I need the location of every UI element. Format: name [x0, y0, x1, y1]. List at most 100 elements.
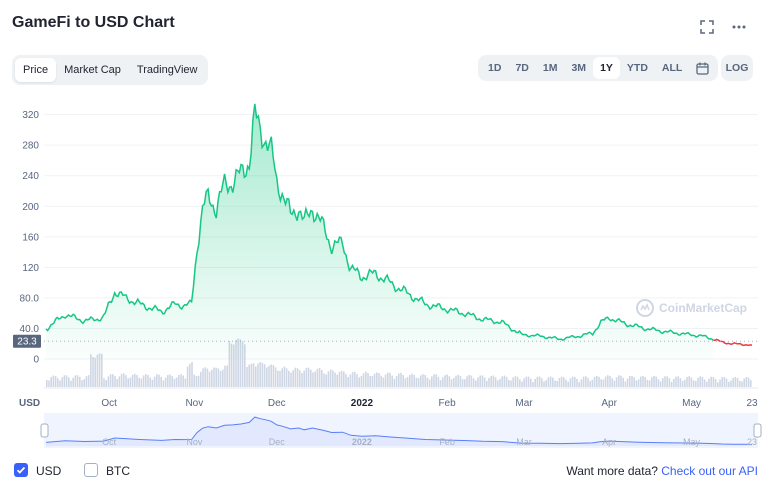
volume-bar: [580, 379, 583, 387]
volume-bar: [186, 366, 189, 387]
volume-bar: [283, 366, 286, 387]
volume-bar: [329, 369, 332, 387]
usd-checkbox[interactable]: [14, 463, 28, 477]
volume-bar: [173, 378, 176, 387]
calendar-icon[interactable]: [689, 57, 715, 79]
range-all[interactable]: ALL: [661, 62, 683, 74]
volume-bar: [371, 376, 374, 387]
volume-bar: [684, 379, 686, 387]
volume-bar: [362, 373, 365, 387]
volume-bar: [549, 376, 552, 387]
volume-bar: [457, 374, 459, 387]
range-1y[interactable]: 1Y: [593, 57, 620, 79]
navigator[interactable]: Oct Nov Dec 2022 Feb Mar Apr May 23: [40, 413, 762, 448]
volume-bar: [552, 377, 554, 387]
price-chart[interactable]: 320 280 240 200 160 120 80.0 40.0 0 23.3 CoinMar…: [0, 90, 772, 455]
volume-bar: [519, 379, 521, 387]
volume-bar: [534, 379, 536, 387]
volume-bar: [706, 381, 708, 387]
volume-bar: [437, 376, 440, 387]
volume-bar: [206, 368, 209, 387]
y-tick-label: 160: [22, 232, 39, 243]
range-7d[interactable]: 7D: [515, 62, 529, 74]
volume-bar: [475, 380, 477, 387]
volume-bar: [255, 366, 257, 387]
volume-bar: [411, 373, 413, 387]
range-1m[interactable]: 1M: [542, 62, 558, 74]
navigator-line: [45, 416, 753, 445]
more-icon[interactable]: [730, 20, 748, 38]
volume-bar: [673, 378, 675, 387]
volume-bar: [721, 377, 723, 387]
volume-bar: [629, 376, 631, 387]
volume-bar: [719, 379, 721, 387]
x-tick-label: Oct: [101, 398, 117, 409]
volume-bar: [490, 375, 492, 387]
volume-bar: [336, 374, 338, 387]
volume-bar: [101, 353, 103, 387]
y-tick-label: 200: [22, 202, 39, 213]
volume-bar: [633, 377, 635, 387]
volume-bar: [237, 338, 239, 387]
volume-bar: [730, 380, 732, 387]
volume-bar: [455, 375, 457, 387]
volume-bar: [79, 376, 81, 387]
expand-icon[interactable]: [698, 20, 716, 38]
btc-checkbox[interactable]: [84, 463, 98, 477]
range-1d[interactable]: 1D: [488, 62, 502, 74]
api-link[interactable]: Check out our API: [661, 464, 758, 478]
navigator-area: [46, 417, 752, 446]
volume-bar: [107, 376, 110, 387]
volume-bar: [655, 376, 657, 387]
volume-bar: [294, 367, 297, 387]
volume-bar: [380, 375, 382, 387]
volume-bar: [424, 374, 426, 387]
tab-market-cap[interactable]: Market Cap: [64, 64, 121, 76]
navigator-handle-right[interactable]: [753, 423, 762, 438]
y-axis: 320 280 240 200 160 120 80.0 40.0 0: [20, 110, 40, 365]
y-tick-label: 0: [33, 355, 39, 366]
volume-bar: [318, 367, 321, 387]
volume-bar: [741, 381, 743, 387]
volume-bar: [63, 375, 66, 387]
navigator-handle-left[interactable]: [40, 423, 49, 438]
tab-price[interactable]: Price: [15, 58, 57, 82]
volume-bar: [446, 374, 448, 387]
tab-tradingview[interactable]: TradingView: [136, 64, 198, 76]
log-scale-toggle[interactable]: LOG: [721, 55, 753, 81]
volume-bar: [604, 376, 607, 387]
volume-bar: [268, 365, 270, 387]
volume-bar: [65, 375, 68, 387]
volume-bar: [285, 368, 288, 387]
volume-bar: [565, 379, 567, 387]
volume-bar: [127, 378, 129, 387]
navigator-tick-label: Feb: [439, 437, 455, 447]
volume-bar: [208, 371, 211, 387]
volume-bar: [690, 377, 693, 387]
range-ytd[interactable]: YTD: [626, 62, 648, 74]
volume-bar: [259, 361, 261, 387]
volume-bar: [657, 379, 660, 387]
volume-bar: [736, 378, 739, 387]
api-prompt: Want more data?: [566, 464, 658, 478]
volume-bar: [615, 377, 618, 387]
volume-bar: [167, 375, 169, 387]
volume-bar: [728, 381, 730, 387]
range-3m[interactable]: 3M: [571, 62, 587, 74]
volume-bar: [83, 379, 85, 387]
volume-bar: [191, 362, 193, 387]
volume-bar: [442, 377, 444, 387]
volume-bar: [624, 381, 627, 387]
volume-bar: [527, 376, 530, 387]
volume-bar: [125, 375, 127, 387]
volume-bar: [109, 374, 112, 387]
volume-bar: [569, 378, 572, 387]
volume-bar: [745, 377, 748, 387]
volume-bar: [307, 367, 310, 387]
volume-bar: [334, 372, 336, 387]
x-tick-label: 23: [746, 398, 758, 409]
volume-bar: [325, 374, 327, 387]
volume-bar: [270, 364, 272, 387]
navigator-tick-label: Oct: [102, 437, 117, 447]
price-area: [46, 103, 714, 360]
